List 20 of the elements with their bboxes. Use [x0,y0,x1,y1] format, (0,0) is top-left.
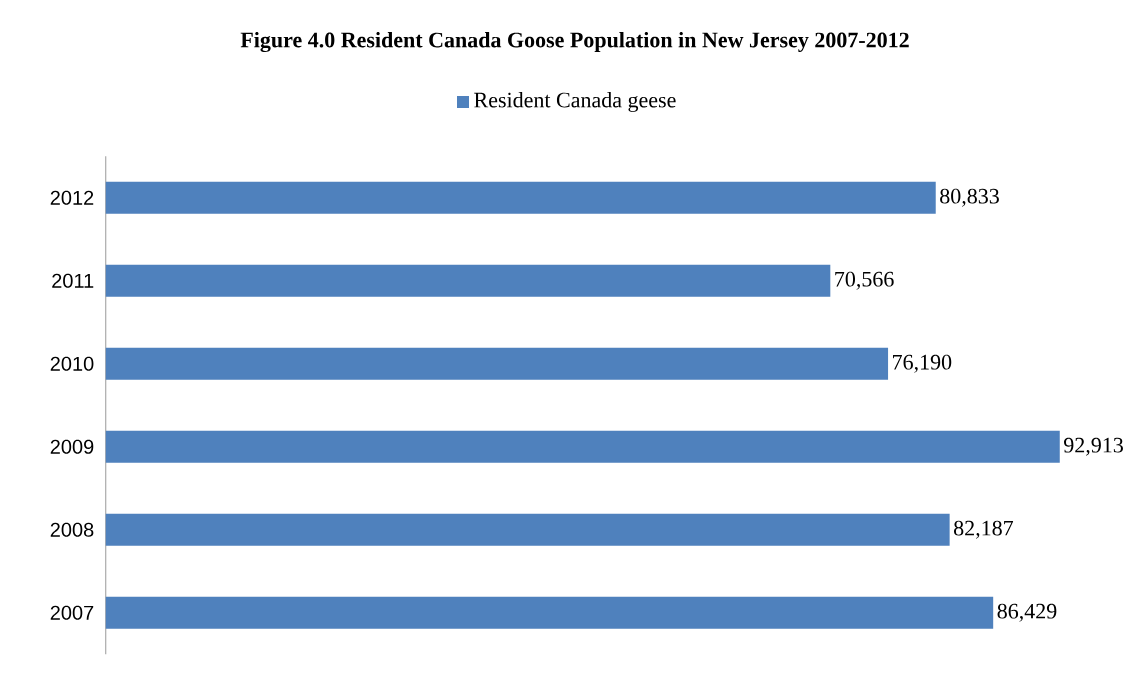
y-tick-label: 2009 [50,439,94,454]
y-tick-label: 2008 [50,522,94,537]
data-label: 86,429 [997,603,1057,622]
data-label: 92,913 [1064,437,1123,456]
y-tick-label: 2007 [50,605,94,620]
bar [105,181,936,214]
bar [105,264,831,297]
chart-title: Figure 4.0 Resident Canada Goose Population in New Jersey 2007-2012 [240,31,909,53]
bar [105,347,889,380]
data-label: 82,187 [954,520,1014,539]
data-label: 76,190 [893,354,952,373]
y-tick-label: 2011 [52,273,94,288]
data-label: 80,833 [940,188,999,207]
bar [105,596,994,629]
y-tick-label: 2010 [50,356,94,371]
legend-label: Resident Canada geese [474,91,676,112]
bar [105,430,1060,463]
y-tick-label: 2012 [50,190,94,205]
bar [105,513,950,546]
data-label: 70,566 [835,271,894,290]
